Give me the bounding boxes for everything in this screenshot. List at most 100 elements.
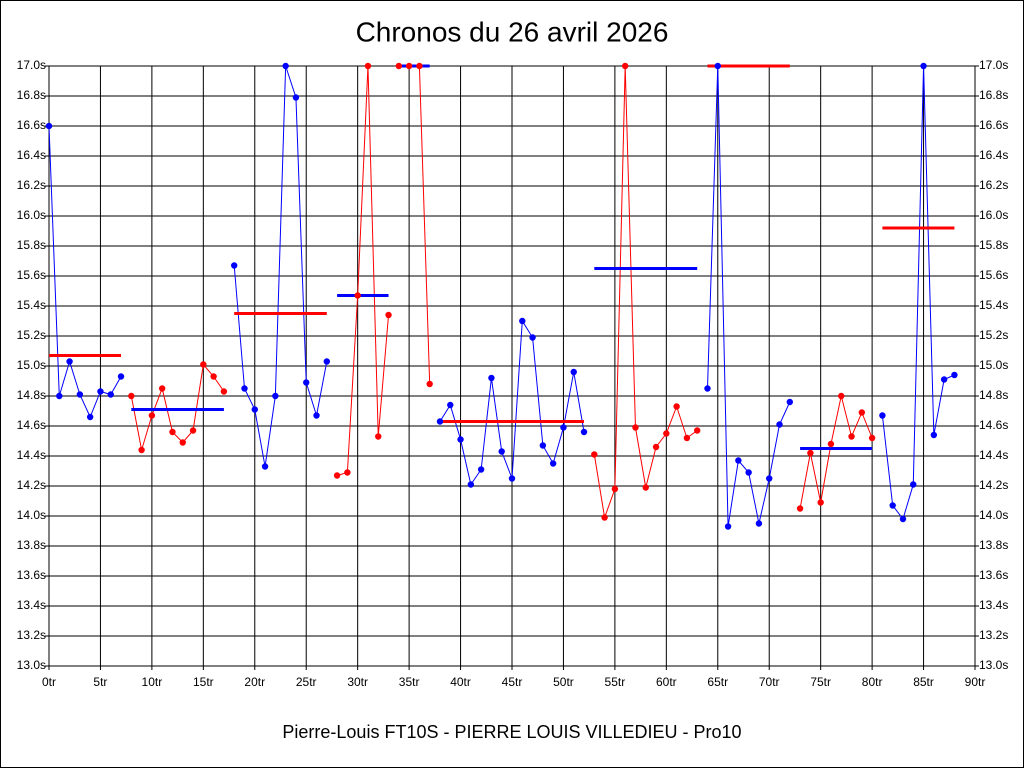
lap-point: [889, 502, 896, 509]
x-tick-label: 75tr: [810, 675, 831, 689]
lap-point: [807, 449, 814, 457]
lap-point: [344, 469, 351, 476]
lap-point: [261, 463, 269, 470]
y2-tick-label: 16.6s: [979, 118, 1008, 132]
lap-point: [694, 427, 701, 434]
lap-point: [97, 388, 104, 395]
x-tick-label: 60tr: [656, 675, 677, 689]
lap-point: [313, 412, 320, 419]
lap-point: [920, 62, 927, 70]
lap-point: [601, 514, 608, 521]
chart-title: Chronos du 26 avril 2026: [356, 16, 669, 47]
y2-tick-label: 16.8s: [979, 88, 1008, 102]
plot-area: [48, 65, 976, 667]
x-tick-label: 40tr: [450, 675, 471, 689]
y-tick-label: 16.4s: [17, 148, 46, 162]
lap-point: [766, 475, 773, 482]
y-tick-label: 16.6s: [17, 118, 46, 132]
x-tick-label: 85tr: [913, 675, 934, 689]
lap-point: [405, 62, 413, 70]
y-tick-label: 14.0s: [17, 508, 46, 522]
y-tick-label: 13.8s: [17, 538, 46, 552]
lap-point: [673, 403, 680, 410]
y-tick-label: 14.8s: [17, 388, 46, 402]
lap-point: [354, 292, 361, 299]
lap-point: [652, 443, 660, 451]
lap-point: [858, 409, 866, 416]
lap-point: [128, 392, 135, 400]
x-tick-label: 55tr: [605, 675, 626, 689]
lap-point: [364, 62, 372, 70]
lap-point: [683, 434, 691, 442]
series-line: [233, 65, 328, 467]
x-tick-label: 15tr: [193, 675, 214, 689]
lap-point: [282, 62, 289, 70]
lap-point: [560, 424, 567, 431]
y2-tick-label: 15.0s: [979, 358, 1008, 372]
lap-point: [303, 379, 310, 386]
lap-point: [508, 475, 516, 482]
lap-point: [231, 262, 238, 269]
y2-tick-label: 16.2s: [979, 178, 1008, 192]
lap-point: [930, 431, 938, 439]
lap-point: [416, 62, 423, 70]
lap-point: [735, 457, 742, 464]
y-tick-label: 13.4s: [17, 598, 46, 612]
lap-point: [570, 368, 577, 376]
y-tick-label: 16.8s: [17, 88, 46, 102]
lap-point: [200, 361, 207, 368]
lap-point: [848, 433, 855, 440]
lap-point: [251, 406, 258, 413]
lap-point: [755, 520, 763, 527]
y-tick-label: 16.2s: [17, 178, 46, 192]
lap-point: [868, 434, 876, 442]
x-tick-label: 80tr: [862, 675, 883, 689]
y2-tick-label: 14.8s: [979, 388, 1008, 402]
x-tick-label: 30tr: [347, 675, 368, 689]
x-tick-label: 45tr: [502, 675, 523, 689]
y-tick-label: 15.6s: [17, 268, 46, 282]
lap-point: [148, 412, 156, 419]
lap-point: [169, 428, 176, 436]
y2-tick-label: 13.0s: [979, 658, 1008, 672]
lap-point: [436, 418, 444, 425]
x-tick-label: 35tr: [399, 675, 420, 689]
y2-tick-label: 15.6s: [979, 268, 1008, 282]
lap-point: [549, 460, 557, 467]
y2-tick-label: 16.4s: [979, 148, 1008, 162]
lap-point: [467, 481, 475, 488]
y-tick-label: 14.2s: [17, 478, 46, 492]
y-tick-label: 13.0s: [17, 658, 46, 672]
lap-point: [714, 62, 721, 70]
lap-point: [272, 392, 279, 400]
y2-tick-label: 13.4s: [979, 598, 1008, 612]
y-tick-label: 15.0s: [17, 358, 46, 372]
lap-point: [529, 334, 536, 341]
x-tick-label: 90tr: [965, 675, 986, 689]
lap-point: [138, 446, 145, 454]
lap-point: [539, 442, 547, 449]
lap-point: [796, 505, 804, 512]
lap-point: [220, 388, 228, 395]
lap-point: [210, 373, 217, 380]
y-tick-label: 15.2s: [17, 328, 46, 342]
y2-tick-label: 15.8s: [979, 238, 1008, 252]
lap-point: [498, 448, 505, 455]
lap-point: [745, 469, 752, 476]
lap-point: [838, 392, 845, 400]
lap-point: [940, 376, 948, 383]
lap-point: [76, 391, 84, 398]
lap-point: [611, 485, 619, 493]
x-axis-label: Pierre-Louis FT10S - PIERRE LOUIS VILLED…: [282, 722, 741, 742]
lap-point: [704, 385, 711, 392]
y2-tick-label: 15.2s: [979, 328, 1008, 342]
lap-point: [519, 317, 526, 325]
x-tick-label: 20tr: [244, 675, 265, 689]
y-tick-label: 14.6s: [17, 418, 46, 432]
lap-point: [66, 358, 73, 365]
lap-point: [580, 428, 588, 436]
y2-tick-label: 14.2s: [979, 478, 1008, 492]
lap-point: [910, 481, 917, 488]
lap-point: [189, 427, 197, 434]
